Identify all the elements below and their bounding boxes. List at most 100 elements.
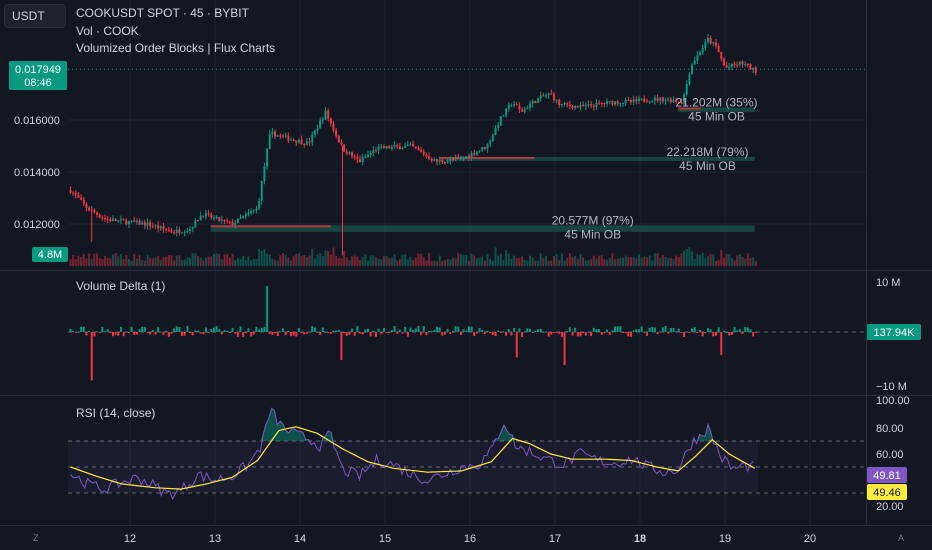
volume-delta-bar: [130, 326, 133, 332]
volume-bar: [218, 253, 221, 266]
candle: [560, 103, 563, 106]
candle: [592, 105, 595, 107]
volume-bar: [85, 258, 88, 266]
candle: [255, 208, 258, 211]
rsi-legend[interactable]: RSI (14, close): [76, 406, 156, 420]
volume-bar: [319, 253, 322, 266]
volume-bar: [619, 257, 622, 266]
candle: [513, 104, 516, 106]
volume-delta-bar: [186, 325, 189, 332]
volume-delta-bar: [502, 331, 505, 333]
candle: [165, 228, 168, 231]
volume-bar: [276, 260, 279, 266]
candle: [465, 156, 468, 159]
volume-bar: [247, 256, 250, 266]
time-tick-label: 20: [804, 533, 816, 545]
volume-delta-pane[interactable]: [69, 286, 757, 381]
volume-bar: [178, 255, 181, 266]
volume-delta-bar: [133, 332, 136, 335]
candle: [181, 232, 184, 234]
volume-delta-bar: [752, 332, 755, 337]
order-blocks-legend[interactable]: Volumized Order Blocks | Flux Charts: [76, 41, 276, 55]
volume-delta-bar: [473, 332, 476, 337]
volume-delta-bar: [521, 332, 524, 338]
volume-bar: [744, 258, 747, 266]
candle: [672, 100, 675, 103]
volume-bar: [406, 259, 409, 266]
volume-delta-bar: [327, 332, 330, 333]
candle: [494, 128, 497, 135]
rsi-pane[interactable]: [68, 407, 866, 500]
candle: [247, 212, 250, 215]
candle: [462, 158, 465, 160]
candle: [669, 98, 672, 103]
candle: [754, 67, 757, 73]
volume-delta-bar: [348, 332, 351, 335]
volume-delta-bar: [441, 332, 444, 336]
volume-delta-bar: [289, 332, 292, 337]
currency-button[interactable]: USDT: [4, 4, 66, 28]
candle: [236, 218, 239, 223]
volume-tag: [32, 247, 68, 262]
volume-bar: [258, 248, 261, 266]
volume-delta-bar: [534, 330, 537, 332]
candle: [80, 197, 83, 200]
volume-bar: [340, 258, 343, 266]
volume-delta-bar: [499, 332, 502, 333]
volume-bar: [462, 255, 465, 266]
volume-delta-bar: [104, 331, 107, 333]
volume-bar: [231, 253, 234, 266]
candle: [412, 143, 415, 147]
volume-bar: [611, 253, 614, 266]
volume-delta-bar: [117, 332, 120, 336]
auto-scale-toggle[interactable]: A: [898, 533, 905, 543]
volume-legend[interactable]: Vol · COOK: [76, 24, 139, 38]
volume-bar: [558, 260, 561, 266]
volume-delta-bar: [276, 332, 279, 336]
volume-bar: [478, 257, 481, 266]
volume-bar: [292, 255, 295, 266]
symbol-title[interactable]: COOKUSDT SPOT · 45 · BYBIT: [76, 6, 249, 20]
candle: [343, 144, 346, 152]
volume-delta-bar: [651, 326, 654, 332]
volume-bar: [88, 253, 91, 266]
rsi-ma-tag: [867, 484, 907, 500]
volume-delta-bar: [226, 330, 229, 332]
volume-bar: [754, 260, 757, 266]
volume-delta-bar: [340, 332, 343, 361]
volume-delta-legend[interactable]: Volume Delta (1): [76, 279, 166, 293]
volume-delta-bar: [741, 332, 744, 335]
volume-bar: [212, 253, 215, 266]
candle: [162, 226, 165, 229]
volume-delta-bar: [608, 332, 611, 336]
candle: [499, 116, 502, 126]
candle: [454, 157, 457, 160]
volume-delta-bar: [154, 332, 157, 335]
volume-delta-bar: [513, 327, 516, 332]
rsi-overbought-fill: [70, 408, 754, 441]
volume-delta-bar: [707, 328, 709, 332]
candle: [707, 37, 709, 42]
volume-bar: [374, 257, 377, 266]
candle: [539, 95, 542, 99]
volume-bar: [266, 253, 269, 266]
candle: [624, 99, 627, 103]
candle: [590, 104, 593, 106]
candle: [340, 142, 343, 145]
volume-delta-bar: [606, 329, 609, 332]
volume-delta-bar: [664, 326, 667, 332]
volume-bar: [752, 257, 755, 266]
volume-delta-bar: [367, 328, 369, 332]
volume-delta-bar: [544, 331, 547, 333]
timezone-toggle[interactable]: Z: [33, 533, 39, 543]
candle: [244, 214, 247, 217]
volume-bar: [380, 259, 383, 266]
volume-delta-bar: [537, 329, 539, 332]
candle: [529, 103, 532, 108]
candle: [146, 222, 149, 226]
candle: [576, 105, 579, 108]
volume-delta-bar: [398, 329, 401, 332]
